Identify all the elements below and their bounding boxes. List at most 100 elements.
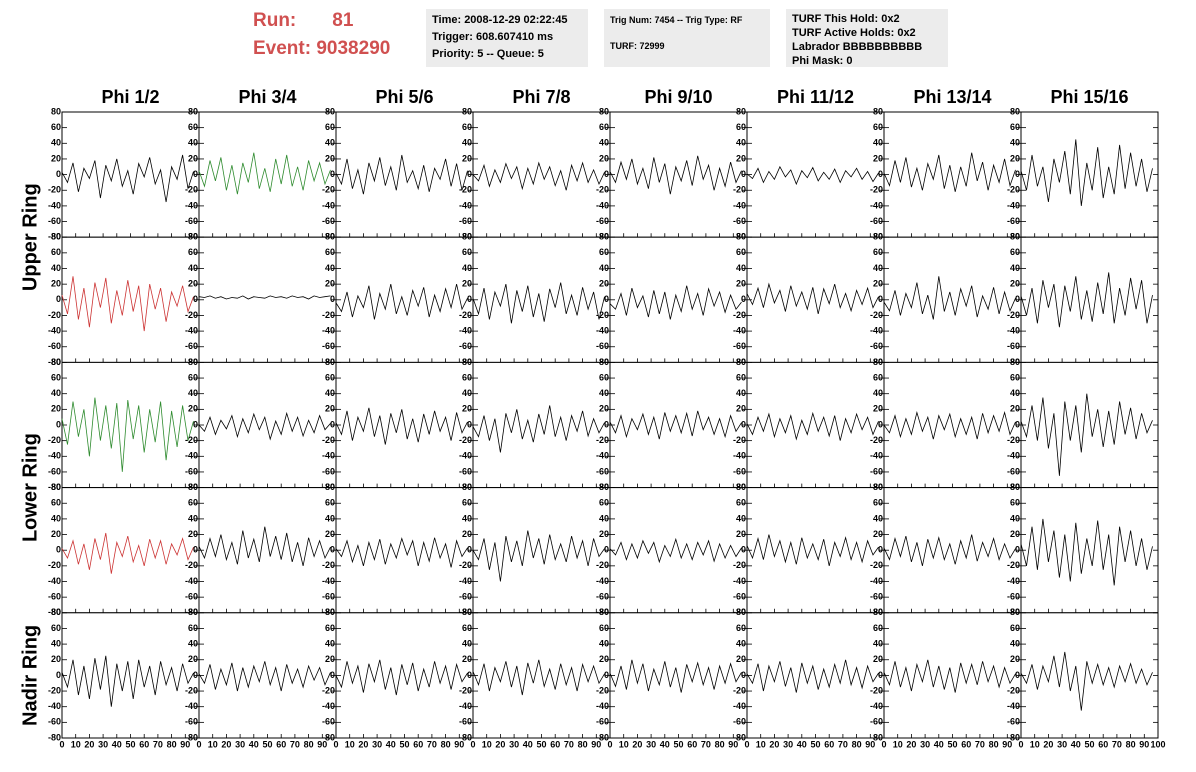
y-tick-label: -80 bbox=[185, 482, 198, 492]
y-tick-label: 60 bbox=[736, 247, 746, 257]
x-tick-label: 0 bbox=[881, 739, 886, 749]
y-tick-label: 40 bbox=[51, 513, 61, 523]
y-tick-label: 0 bbox=[878, 670, 883, 680]
y-tick-label: 0 bbox=[1015, 419, 1020, 429]
y-tick-label: 0 bbox=[330, 419, 335, 429]
panel-frame bbox=[472, 111, 611, 238]
panel-frame bbox=[61, 361, 200, 489]
x-tick-label: 0 bbox=[744, 739, 749, 749]
y-tick-label: -40 bbox=[733, 701, 746, 711]
y-tick-label: -40 bbox=[322, 325, 335, 335]
y-tick-label: -40 bbox=[1007, 200, 1020, 210]
y-tick-label: -40 bbox=[322, 200, 335, 210]
y-tick-label: 80 bbox=[51, 357, 61, 367]
y-tick-label: -20 bbox=[1007, 185, 1020, 195]
waveform bbox=[198, 526, 331, 566]
y-tick-label: -60 bbox=[596, 466, 609, 476]
y-tick-label: 80 bbox=[188, 106, 198, 116]
y-tick-label: 40 bbox=[736, 388, 746, 398]
y-tick-label: 80 bbox=[51, 106, 61, 116]
panel-frame bbox=[472, 236, 611, 363]
y-tick-label: 20 bbox=[51, 529, 61, 539]
y-tick-label: 40 bbox=[599, 388, 609, 398]
y-tick-label: 20 bbox=[1010, 404, 1020, 414]
x-tick-label: 40 bbox=[523, 739, 533, 749]
y-tick-label: -60 bbox=[322, 592, 335, 602]
y-tick-label: -20 bbox=[870, 435, 883, 445]
y-tick-label: -40 bbox=[48, 701, 61, 711]
y-tick-label: 40 bbox=[462, 638, 472, 648]
y-tick-label: 0 bbox=[193, 670, 198, 680]
y-tick-label: 0 bbox=[741, 670, 746, 680]
waveform bbox=[1020, 651, 1153, 711]
y-tick-label: 80 bbox=[1010, 357, 1020, 367]
x-tick-label: 60 bbox=[550, 739, 560, 749]
y-tick-label: -60 bbox=[596, 592, 609, 602]
y-tick-label: -60 bbox=[870, 592, 883, 602]
waveform bbox=[1020, 393, 1153, 476]
y-tick-label: 60 bbox=[873, 372, 883, 382]
x-tick-label: 50 bbox=[399, 739, 409, 749]
y-tick-label: 20 bbox=[325, 654, 335, 664]
x-tick-label: 40 bbox=[1071, 739, 1081, 749]
y-tick-label: 60 bbox=[599, 498, 609, 508]
trigger-box: Trig Num: 7454 -- Trig Type: RF TURF: 72… bbox=[604, 9, 770, 67]
y-tick-label: -60 bbox=[459, 717, 472, 727]
y-tick-label: 60 bbox=[325, 122, 335, 132]
x-tick-label: 100 bbox=[1150, 739, 1165, 749]
y-tick-label: 20 bbox=[1010, 654, 1020, 664]
y-tick-label: 40 bbox=[873, 513, 883, 523]
y-tick-label: -80 bbox=[1007, 482, 1020, 492]
y-tick-label: -20 bbox=[185, 310, 198, 320]
y-tick-label: 40 bbox=[1010, 138, 1020, 148]
y-tick-label: 60 bbox=[1010, 247, 1020, 257]
y-tick-label: -80 bbox=[870, 607, 883, 617]
y-tick-label: -80 bbox=[870, 232, 883, 242]
y-tick-label: 80 bbox=[736, 607, 746, 617]
y-tick-label: 20 bbox=[736, 153, 746, 163]
y-tick-label: -80 bbox=[459, 357, 472, 367]
y-tick-label: 40 bbox=[325, 388, 335, 398]
y-tick-label: -60 bbox=[48, 216, 61, 226]
y-tick-label: -40 bbox=[870, 200, 883, 210]
y-tick-label: -80 bbox=[322, 357, 335, 367]
y-tick-label: -40 bbox=[185, 200, 198, 210]
y-tick-label: 40 bbox=[1010, 388, 1020, 398]
panel-frame bbox=[609, 236, 748, 363]
x-tick-label: 50 bbox=[673, 739, 683, 749]
y-tick-label: -40 bbox=[1007, 451, 1020, 461]
y-tick-label: -60 bbox=[733, 592, 746, 602]
x-tick-label: 90 bbox=[180, 739, 190, 749]
x-tick-label: 40 bbox=[249, 739, 259, 749]
y-tick-label: 60 bbox=[873, 247, 883, 257]
y-tick-label: 0 bbox=[193, 545, 198, 555]
y-tick-label: -40 bbox=[322, 576, 335, 586]
y-tick-label: 40 bbox=[736, 138, 746, 148]
y-tick-label: -20 bbox=[870, 560, 883, 570]
y-tick-label: -20 bbox=[1007, 685, 1020, 695]
x-tick-label: 90 bbox=[1002, 739, 1012, 749]
x-tick-label: 30 bbox=[920, 739, 930, 749]
y-tick-label: -80 bbox=[459, 732, 472, 742]
y-tick-label: -80 bbox=[322, 607, 335, 617]
y-tick-label: 60 bbox=[462, 372, 472, 382]
x-tick-label: 20 bbox=[358, 739, 368, 749]
y-tick-label: -20 bbox=[185, 435, 198, 445]
y-tick-label: -60 bbox=[185, 216, 198, 226]
y-tick-label: 20 bbox=[736, 654, 746, 664]
y-tick-label: -40 bbox=[870, 451, 883, 461]
y-tick-label: -60 bbox=[733, 466, 746, 476]
y-tick-label: 0 bbox=[604, 169, 609, 179]
x-tick-label: 0 bbox=[59, 739, 64, 749]
y-tick-label: -60 bbox=[1007, 216, 1020, 226]
waveform bbox=[746, 165, 879, 186]
y-tick-label: -40 bbox=[185, 451, 198, 461]
y-tick-label: 80 bbox=[325, 232, 335, 242]
waveform bbox=[198, 411, 331, 441]
run-line: Run: 81 bbox=[253, 10, 353, 32]
info-line: TURF Active Holds: 0x2 bbox=[792, 27, 916, 39]
y-tick-label: 80 bbox=[188, 232, 198, 242]
y-tick-label: -20 bbox=[1007, 435, 1020, 445]
x-tick-label: 50 bbox=[125, 739, 135, 749]
y-tick-label: -60 bbox=[1007, 341, 1020, 351]
